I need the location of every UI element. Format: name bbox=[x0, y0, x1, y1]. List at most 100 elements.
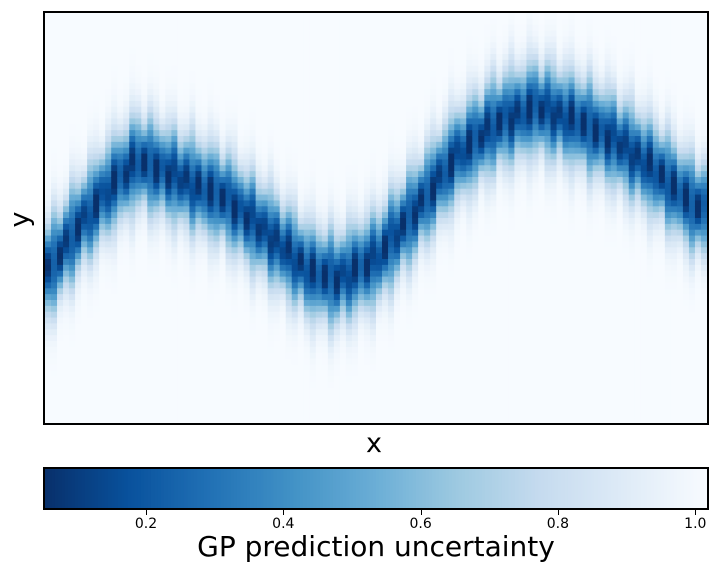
heatmap-cell bbox=[394, 200, 401, 207]
heatmap-cell bbox=[249, 241, 257, 248]
heatmap-cell bbox=[442, 182, 449, 190]
heatmap-cell bbox=[237, 317, 245, 325]
heatmap-cell bbox=[159, 159, 166, 166]
heatmap-cell bbox=[135, 153, 142, 161]
heatmap-cell bbox=[51, 48, 58, 55]
heatmap-cell bbox=[201, 89, 209, 96]
heatmap-cell bbox=[111, 48, 118, 55]
heatmap-cell bbox=[177, 229, 185, 237]
heatmap-cell bbox=[147, 18, 154, 26]
heatmap-cell bbox=[460, 54, 467, 61]
heatmap-cell bbox=[111, 264, 118, 272]
heatmap-cell bbox=[291, 417, 299, 423]
heatmap-cell bbox=[345, 206, 353, 213]
heatmap-cell bbox=[424, 329, 431, 336]
heatmap-cell bbox=[255, 370, 263, 377]
heatmap-cell bbox=[255, 106, 263, 114]
heatmap-cell bbox=[165, 165, 172, 172]
heatmap-cell bbox=[448, 36, 455, 43]
heatmap-cell bbox=[327, 288, 335, 295]
heatmap-cell bbox=[388, 411, 395, 418]
heatmap-cell bbox=[327, 171, 335, 178]
heatmap-cell bbox=[351, 370, 359, 377]
heatmap-cell bbox=[285, 165, 293, 172]
heatmap-cell bbox=[147, 346, 154, 354]
heatmap-cell bbox=[207, 48, 215, 55]
heatmap-cell bbox=[285, 358, 293, 366]
heatmap-cell bbox=[249, 288, 257, 295]
heatmap-cell bbox=[147, 276, 154, 284]
heatmap-cell bbox=[213, 382, 221, 389]
heatmap-cell bbox=[63, 393, 70, 401]
heatmap-cell bbox=[339, 59, 347, 67]
heatmap-cell bbox=[243, 124, 251, 131]
heatmap-cell bbox=[261, 300, 269, 307]
heatmap-cell bbox=[261, 71, 269, 79]
heatmap-cell bbox=[454, 24, 461, 32]
heatmap-cell bbox=[472, 59, 479, 67]
heatmap-cell bbox=[267, 177, 275, 184]
heatmap-cell bbox=[466, 200, 473, 207]
heatmap-cell bbox=[63, 118, 70, 125]
heatmap-cell bbox=[267, 282, 275, 289]
heatmap-cell bbox=[412, 36, 419, 43]
heatmap-cell bbox=[297, 194, 305, 202]
heatmap-cell bbox=[327, 30, 335, 38]
heatmap-cell bbox=[117, 305, 124, 313]
heatmap-cell bbox=[57, 13, 64, 20]
heatmap-cell bbox=[315, 118, 323, 125]
heatmap-cell bbox=[165, 405, 172, 412]
heatmap-cell bbox=[111, 352, 118, 360]
heatmap-cell bbox=[430, 305, 437, 313]
heatmap-cell bbox=[195, 352, 203, 360]
heatmap-cell bbox=[363, 352, 371, 360]
heatmap-cell bbox=[279, 36, 287, 43]
heatmap-cell bbox=[418, 48, 425, 55]
heatmap-cell bbox=[171, 18, 178, 26]
heatmap-cell bbox=[466, 206, 473, 213]
heatmap-cell bbox=[147, 177, 154, 184]
heatmap-cell bbox=[237, 13, 245, 20]
heatmap-cell bbox=[93, 317, 100, 325]
heatmap-cell bbox=[111, 159, 118, 166]
heatmap-cell bbox=[69, 229, 76, 237]
heatmap-cell bbox=[406, 305, 413, 313]
heatmap-cell bbox=[406, 223, 413, 231]
heatmap-cell bbox=[159, 30, 166, 38]
heatmap-cell bbox=[147, 100, 154, 108]
heatmap-cell bbox=[213, 364, 221, 371]
heatmap-cell bbox=[412, 305, 419, 313]
heatmap-cell bbox=[93, 270, 100, 278]
heatmap-cell bbox=[279, 259, 287, 266]
heatmap-cell bbox=[255, 182, 263, 190]
heatmap-cell bbox=[45, 100, 52, 108]
heatmap-cell bbox=[460, 159, 467, 166]
heatmap-cell bbox=[273, 141, 281, 149]
heatmap-cell bbox=[273, 13, 281, 20]
heatmap-cell bbox=[285, 112, 293, 120]
heatmap-cell bbox=[454, 259, 461, 266]
heatmap-cell bbox=[129, 411, 136, 418]
heatmap-cell bbox=[351, 323, 359, 330]
heatmap-cell bbox=[297, 364, 305, 371]
heatmap-cell bbox=[165, 370, 172, 377]
heatmap-cell bbox=[327, 147, 335, 155]
heatmap-cell bbox=[345, 89, 353, 96]
heatmap-cell bbox=[412, 54, 419, 61]
heatmap-cell bbox=[357, 171, 365, 178]
heatmap-cell bbox=[285, 247, 293, 254]
heatmap-cell bbox=[231, 124, 239, 131]
heatmap-cell bbox=[285, 411, 293, 418]
heatmap-cell bbox=[267, 241, 275, 248]
heatmap-cell bbox=[177, 136, 185, 143]
heatmap-cell bbox=[315, 177, 323, 184]
heatmap-cell bbox=[430, 182, 437, 190]
heatmap-cell bbox=[219, 159, 227, 166]
heatmap-cell bbox=[357, 253, 365, 260]
heatmap-cell bbox=[177, 100, 185, 108]
heatmap-cell bbox=[129, 282, 136, 289]
heatmap-cell bbox=[261, 65, 269, 73]
heatmap-cell bbox=[183, 59, 191, 67]
heatmap-cell bbox=[291, 18, 299, 26]
heatmap-cell bbox=[297, 100, 305, 108]
